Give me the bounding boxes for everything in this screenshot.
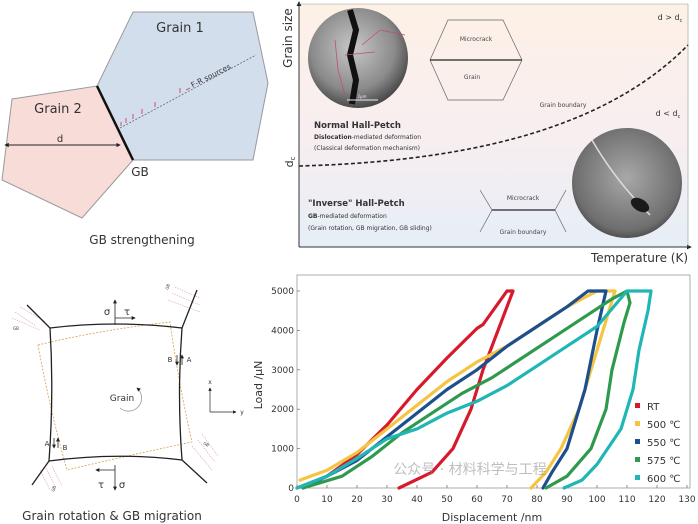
dislocation-pileup-icon [120, 87, 191, 126]
gb-migration-hatches [11, 286, 219, 491]
grain-outline [48, 323, 183, 462]
y-axis-label: Load /μN [252, 361, 265, 410]
a-label-left: A [45, 440, 50, 448]
sem-image-crack-normal: 2μm [308, 8, 408, 108]
schematic-lower: Microcrack Grain boundary [479, 189, 567, 236]
grain-center-label: Grain [110, 394, 134, 404]
x-tick-label: 30 [381, 495, 393, 505]
y-tick-label: 2000 [271, 405, 294, 415]
schematic-upper: Microcrack Grain Grain boundary [429, 19, 587, 109]
series-line-4 [295, 289, 653, 490]
inverse-hall-petch-title: "Inverse" Hall-Petch [308, 199, 405, 209]
panel-gb-strengthening: d Grain 1 Grain 2 F-R sources GB GB stre… [1, 11, 269, 247]
y-tick-label: 4000 [271, 326, 294, 336]
gb-strengthening-caption: GB strengthening [89, 233, 194, 247]
legend-label: 550 ℃ [647, 438, 681, 449]
panel-hall-petch: Grain size dc Temperature (K) d > dc d <… [281, 1, 692, 265]
legend-label: 500 ℃ [647, 420, 681, 431]
panel-grain-rotation: GB GB GB GB σ τ τ σ Grain B A A B x [11, 283, 244, 523]
sem-image-crack-inverse [572, 128, 682, 238]
microcrack-label-lower: Microcrack [507, 195, 540, 202]
gb-tag: GB [203, 441, 211, 448]
x-tick-label: 60 [471, 495, 483, 505]
tau-bottom-label: τ [98, 480, 104, 491]
grain-boundary-label-upper: Grain boundary [540, 102, 587, 109]
watermark: 公众号 · 材料科学与工程 [393, 462, 546, 478]
grain-label-upper: Grain [464, 74, 480, 81]
y-tick-label: 3000 [271, 366, 294, 376]
x-tick-label: 100 [588, 495, 605, 505]
y-tick-label: 1000 [271, 445, 294, 455]
temperature-axis-label: Temperature (K) [590, 251, 688, 265]
b-label-left: B [63, 444, 68, 452]
scale-bar-label: 2μm [358, 94, 367, 99]
legend-label: RT [647, 402, 660, 413]
y-axis-mini-label: y [240, 409, 244, 416]
inverse-hall-petch-line1: GB-mediated deformation [308, 213, 387, 220]
rotated-grain-outline [37, 321, 193, 471]
x-tick-label: 10 [321, 495, 333, 505]
b-label-right: B [168, 356, 173, 364]
grain-2-label: Grain 2 [34, 102, 82, 117]
x-tick-label: 90 [561, 495, 573, 505]
normal-hall-petch-title: Normal Hall-Petch [314, 121, 401, 131]
gb-tag: GB [13, 326, 19, 331]
slip-plane-line [119, 54, 257, 129]
normal-hall-petch-line1: Dislocation-mediated deformation [314, 134, 421, 141]
d-greater-dc-label: d > dc [658, 13, 683, 24]
grain-1-label: Grain 1 [156, 21, 204, 36]
x-tick-label: 40 [411, 495, 423, 505]
x-axis-mini-label: x [208, 379, 212, 386]
x-tick-label: 110 [618, 495, 635, 505]
legend-label: 600 ℃ [647, 474, 681, 485]
x-tick-label: 120 [648, 495, 665, 505]
x-tick-label: 0 [294, 495, 300, 505]
gb-tags: GB GB GB GB [13, 283, 210, 492]
x-tick-label: 20 [351, 495, 363, 505]
grain-boundary-line [95, 85, 135, 161]
legend-marker [635, 421, 640, 426]
xy-axes-icon [208, 387, 237, 414]
x-tick-label: 80 [531, 495, 543, 505]
legend-marker [635, 439, 640, 444]
grain-boundary-branches [26, 289, 208, 486]
x-tick-label: 50 [441, 495, 453, 505]
legend-marker [635, 457, 640, 462]
a-label-right: A [187, 356, 192, 364]
x-axis-label: Displacement /nm [442, 511, 543, 524]
sigma-top-label: σ [104, 307, 111, 318]
d-less-dc-label: d < dc [656, 109, 681, 120]
x-tick-label: 130 [678, 495, 695, 505]
inverse-hall-petch-line2: (Grain rotation, GB migration, GB slidin… [308, 225, 432, 232]
gb-label: GB [131, 165, 149, 179]
normal-hall-petch-line2: (Classical deformation mechanism) [314, 145, 420, 152]
gb-tag: GB [50, 485, 57, 492]
microcrack-label-upper: Microcrack [460, 36, 493, 43]
grain-rotation-caption: Grain rotation & GB migration [22, 509, 202, 523]
x-tick-label: 70 [501, 495, 513, 505]
legend-marker [635, 403, 640, 408]
grain-boundary-label-lower: Grain boundary [500, 229, 547, 236]
y-tick-label: 0 [288, 484, 294, 494]
gb-tag: GB [164, 283, 171, 290]
dc-label: dc [283, 156, 297, 167]
critical-size-curve [298, 44, 689, 167]
y-tick-label: 5000 [271, 287, 294, 297]
load-displacement-chart: 0 10 20 30 40 50 60 70 80 90 100 110 120 130 0 1000 2000… [252, 274, 696, 524]
grain-2-shape [1, 85, 134, 219]
legend-marker [635, 475, 640, 480]
d-label: d [57, 134, 63, 145]
sigma-bottom-label: σ [119, 480, 126, 491]
tau-top-label: τ [124, 307, 130, 318]
grain-size-axis-label: Grain size [281, 8, 295, 68]
stress-arrows [52, 299, 184, 491]
legend-label: 575 ℃ [647, 456, 681, 467]
